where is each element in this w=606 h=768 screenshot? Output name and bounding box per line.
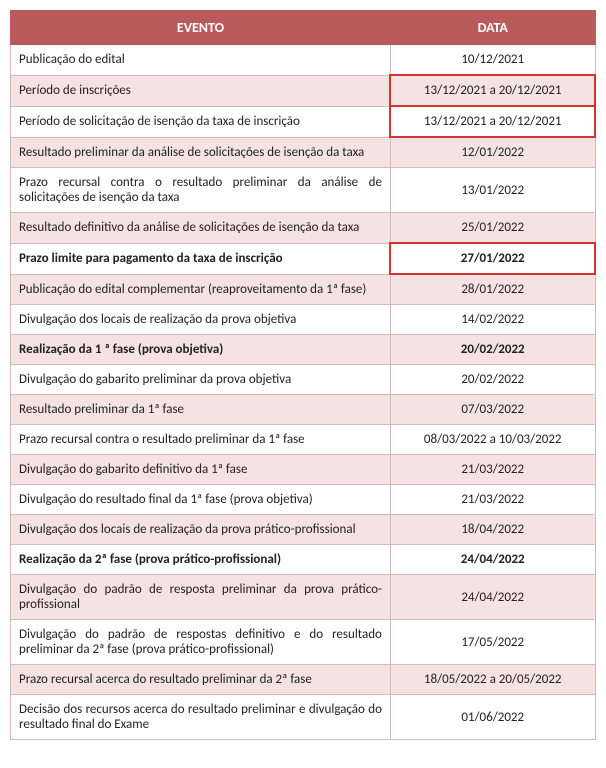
date-cell: 21/03/2022 bbox=[390, 485, 595, 515]
table-row: Resultado preliminar da análise de solic… bbox=[11, 137, 596, 168]
schedule-table: EVENTO DATA Publicação do edital10/12/20… bbox=[10, 10, 596, 740]
table-row: Divulgação do padrão de resposta prelimi… bbox=[11, 575, 596, 620]
date-cell: 13/12/2021 a 20/12/2021 bbox=[390, 75, 595, 106]
table-header-row: EVENTO DATA bbox=[11, 11, 596, 45]
table-row: Publicação do edital complementar (reapr… bbox=[11, 274, 596, 305]
event-cell: Realização da 2ª fase (prova prático-pro… bbox=[11, 545, 391, 575]
event-cell: Publicação do edital bbox=[11, 45, 391, 76]
event-cell: Prazo recursal contra o resultado prelim… bbox=[11, 425, 391, 455]
table-row: Resultado definitivo da análise de solic… bbox=[11, 213, 596, 244]
table-row: Realização da 2ª fase (prova prático-pro… bbox=[11, 545, 596, 575]
table-row: Prazo recursal contra o resultado prelim… bbox=[11, 168, 596, 213]
event-cell: Período de solicitação de isenção da tax… bbox=[11, 106, 391, 137]
date-cell: 24/04/2022 bbox=[390, 545, 595, 575]
date-cell: 18/05/2022 a 20/05/2022 bbox=[390, 665, 595, 695]
date-cell: 08/03/2022 a 10/03/2022 bbox=[390, 425, 595, 455]
date-cell: 17/05/2022 bbox=[390, 620, 595, 665]
header-date: DATA bbox=[390, 11, 595, 45]
event-cell: Prazo limite para pagamento da taxa de i… bbox=[11, 243, 391, 274]
event-cell: Publicação do edital complementar (reapr… bbox=[11, 274, 391, 305]
header-event: EVENTO bbox=[11, 11, 391, 45]
table-row: Prazo limite para pagamento da taxa de i… bbox=[11, 243, 596, 274]
table-row: Período de solicitação de isenção da tax… bbox=[11, 106, 596, 137]
date-cell: 14/02/2022 bbox=[390, 305, 595, 335]
date-cell: 21/03/2022 bbox=[390, 455, 595, 485]
event-cell: Resultado preliminar da análise de solic… bbox=[11, 137, 391, 168]
date-cell: 25/01/2022 bbox=[390, 213, 595, 244]
event-cell: Divulgação do resultado final da 1ª fase… bbox=[11, 485, 391, 515]
event-cell: Divulgação do padrão de resposta prelimi… bbox=[11, 575, 391, 620]
table-row: Realização da 1 ª fase (prova objetiva)2… bbox=[11, 335, 596, 365]
event-cell: Resultado definitivo da análise de solic… bbox=[11, 213, 391, 244]
event-cell: Decisão dos recursos acerca do resultado… bbox=[11, 695, 391, 740]
date-cell: 13/01/2022 bbox=[390, 168, 595, 213]
date-cell: 07/03/2022 bbox=[390, 395, 595, 425]
event-cell: Divulgação dos locais de realização da p… bbox=[11, 305, 391, 335]
table-row: Divulgação do padrão de respostas defini… bbox=[11, 620, 596, 665]
table-row: Prazo recursal contra o resultado prelim… bbox=[11, 425, 596, 455]
table-row: Divulgação do gabarito preliminar da pro… bbox=[11, 365, 596, 395]
date-cell: 27/01/2022 bbox=[390, 243, 595, 274]
event-cell: Divulgação do gabarito preliminar da pro… bbox=[11, 365, 391, 395]
table-row: Divulgação dos locais de realização da p… bbox=[11, 515, 596, 545]
date-cell: 28/01/2022 bbox=[390, 274, 595, 305]
date-cell: 12/01/2022 bbox=[390, 137, 595, 168]
table-row: Divulgação do resultado final da 1ª fase… bbox=[11, 485, 596, 515]
table-row: Decisão dos recursos acerca do resultado… bbox=[11, 695, 596, 740]
date-cell: 24/04/2022 bbox=[390, 575, 595, 620]
event-cell: Divulgação do gabarito definitivo da 1ª … bbox=[11, 455, 391, 485]
date-cell: 20/02/2022 bbox=[390, 365, 595, 395]
date-cell: 13/12/2021 a 20/12/2021 bbox=[390, 106, 595, 137]
table-row: Período de inscrições13/12/2021 a 20/12/… bbox=[11, 75, 596, 106]
date-cell: 10/12/2021 bbox=[390, 45, 595, 76]
table-body: Publicação do edital10/12/2021Período de… bbox=[11, 45, 596, 740]
table-row: Divulgação do gabarito definitivo da 1ª … bbox=[11, 455, 596, 485]
table-row: Prazo recursal acerca do resultado preli… bbox=[11, 665, 596, 695]
date-cell: 20/02/2022 bbox=[390, 335, 595, 365]
event-cell: Prazo recursal acerca do resultado preli… bbox=[11, 665, 391, 695]
date-cell: 18/04/2022 bbox=[390, 515, 595, 545]
event-cell: Período de inscrições bbox=[11, 75, 391, 106]
event-cell: Realização da 1 ª fase (prova objetiva) bbox=[11, 335, 391, 365]
event-cell: Resultado preliminar da 1ª fase bbox=[11, 395, 391, 425]
event-cell: Prazo recursal contra o resultado prelim… bbox=[11, 168, 391, 213]
event-cell: Divulgação dos locais de realização da p… bbox=[11, 515, 391, 545]
table-row: Resultado preliminar da 1ª fase07/03/202… bbox=[11, 395, 596, 425]
date-cell: 01/06/2022 bbox=[390, 695, 595, 740]
event-cell: Divulgação do padrão de respostas defini… bbox=[11, 620, 391, 665]
table-row: Divulgação dos locais de realização da p… bbox=[11, 305, 596, 335]
table-row: Publicação do edital10/12/2021 bbox=[11, 45, 596, 76]
